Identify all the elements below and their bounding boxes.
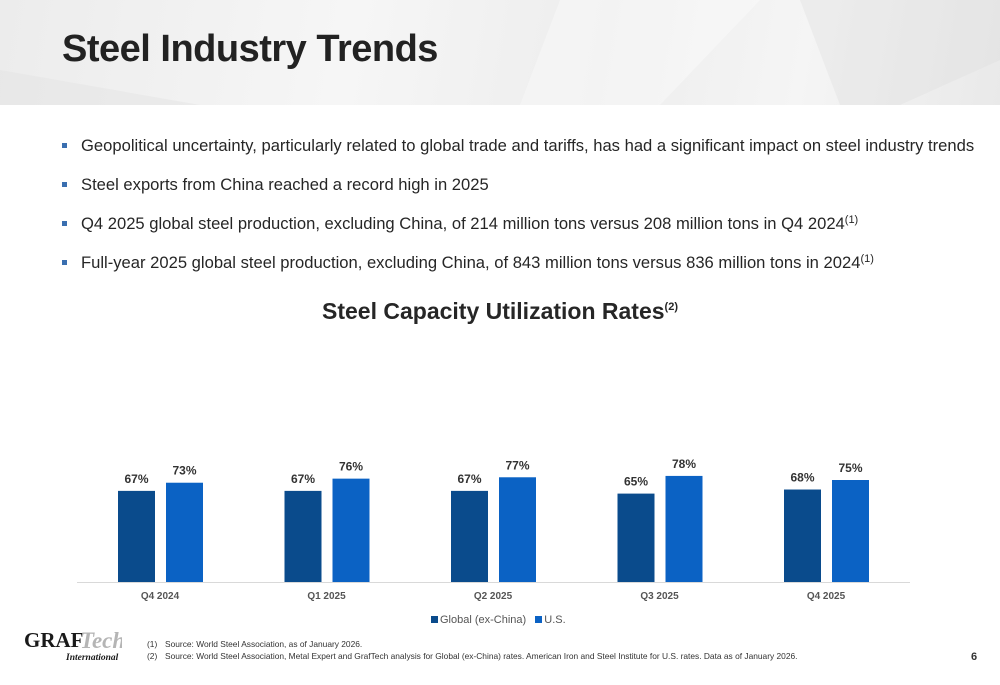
- data-label: 67%: [291, 472, 315, 486]
- legend-item-global: Global (ex-China): [431, 614, 526, 626]
- header-background-pattern: [0, 0, 1000, 105]
- x-tick-label: Q4 2024: [141, 591, 180, 602]
- footnote-text: Source: World Steel Association, as of J…: [165, 639, 363, 649]
- x-tick-label: Q1 2025: [307, 591, 346, 602]
- page-number: 6: [971, 651, 978, 663]
- data-label: 67%: [124, 472, 148, 486]
- legend-item-us: U.S.: [535, 614, 566, 626]
- bullet-square-icon: [62, 221, 67, 226]
- footnote-number: (1): [147, 639, 158, 649]
- bullet-text: Full-year 2025 global steel production, …: [81, 253, 861, 272]
- logo-word-tech: Tech: [80, 628, 122, 653]
- bar-us: [832, 480, 869, 582]
- bullet-item: Steel exports from China reached a recor…: [62, 174, 987, 213]
- graftech-logo: GRAF Tech International: [24, 628, 122, 663]
- x-tick-label: Q3 2025: [640, 591, 679, 602]
- legend-swatch-us: [535, 616, 543, 623]
- logo-word-graf: GRAF: [24, 628, 84, 652]
- bullet-item: Geopolitical uncertainty, particularly r…: [62, 135, 987, 174]
- bullet-text: Geopolitical uncertainty, particularly r…: [81, 136, 975, 155]
- chart-legend: Global (ex-China) U.S.: [431, 614, 572, 626]
- footnote-item: (2) Source: World Steel Association, Meta…: [147, 650, 797, 662]
- bar-global: [784, 489, 821, 582]
- data-label: 68%: [790, 471, 814, 485]
- bar-global: [451, 490, 488, 582]
- bar-us: [166, 482, 203, 582]
- bullet-text: Q4 2025 global steel production, excludi…: [81, 214, 845, 233]
- bullet-list: Geopolitical uncertainty, particularly r…: [62, 135, 987, 291]
- bar-us: [332, 478, 370, 582]
- footnote-item: (1) Source: World Steel Association, as o…: [147, 638, 797, 650]
- data-label: 78%: [672, 457, 696, 471]
- legend-swatch-global: [431, 616, 438, 623]
- legend-label-us: U.S.: [544, 614, 566, 626]
- bullet-item: Q4 2025 global steel production, excludi…: [62, 213, 987, 252]
- chart-title: Steel Capacity Utilization Rates(2): [322, 298, 678, 324]
- legend-label-global: Global (ex-China): [440, 614, 527, 626]
- bullet-text: Steel exports from China reached a recor…: [81, 175, 489, 194]
- bar-global: [617, 493, 655, 582]
- bullet-square-icon: [62, 260, 67, 265]
- footnote-ref: (1): [860, 253, 874, 265]
- footnote-number: (2): [147, 651, 158, 661]
- x-tick-label: Q2 2025: [474, 591, 513, 602]
- footnotes: (1) Source: World Steel Association, as o…: [147, 638, 797, 662]
- logo-word-international: International: [65, 653, 119, 663]
- data-label: 75%: [838, 461, 862, 475]
- bullet-square-icon: [62, 143, 67, 148]
- bar-us: [665, 475, 703, 582]
- bullet-item: Full-year 2025 global steel production, …: [62, 252, 987, 291]
- page-title: Steel Industry Trends: [62, 28, 438, 70]
- x-tick-label: Q4 2025: [807, 591, 846, 602]
- data-label: 77%: [505, 458, 529, 472]
- header-band: Steel Industry Trends: [0, 0, 1000, 105]
- chart-title-footnote-ref: (2): [665, 301, 679, 313]
- data-label: 65%: [624, 475, 648, 489]
- data-label: 76%: [339, 460, 363, 474]
- bar-global: [284, 490, 322, 582]
- chart-title-text: Steel Capacity Utilization Rates: [322, 298, 665, 324]
- footnote-ref: (1): [844, 214, 859, 226]
- bar-global: [118, 490, 155, 582]
- data-label: 67%: [457, 472, 481, 486]
- footnote-text: Source: World Steel Association, Metal E…: [165, 651, 798, 661]
- bar-us: [499, 477, 536, 582]
- capacity-utilization-chart: Steel Capacity Utilization Rates(2) 67% 73…: [77, 298, 910, 602]
- data-label: 73%: [172, 464, 196, 478]
- bullet-square-icon: [62, 182, 67, 187]
